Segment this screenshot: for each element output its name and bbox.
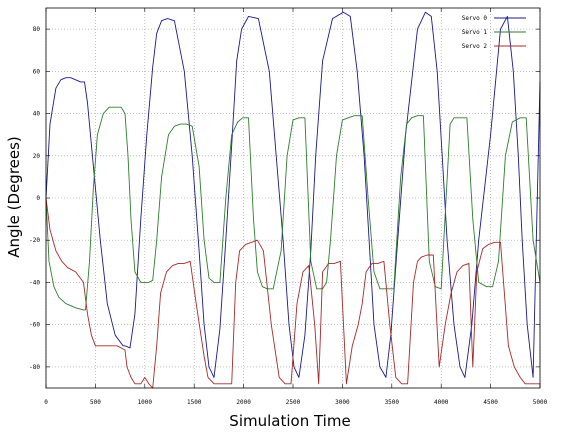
y-tick-label: 80 [33, 26, 41, 33]
tick-marks [45, 8, 541, 388]
x-tick-labels: 0 500 1000 1500 2000 2500 3000 3500 4000 4500 5000 [44, 399, 547, 406]
x-tick-label: 2500 [286, 399, 301, 406]
legend: Servo 0 Servo 1 Servo 2 [462, 15, 526, 50]
x-tick-label: 4000 [434, 399, 449, 406]
y-tick-label: -60 [29, 322, 40, 329]
y-tick-label: -80 [29, 364, 40, 371]
series-line-servo-0 [45, 11, 541, 378]
x-axis-label: Simulation Time [229, 412, 350, 430]
legend-label-servo-0: Servo 0 [462, 15, 488, 22]
series-lines [45, 11, 541, 389]
x-tick-label: 1500 [187, 399, 202, 406]
x-tick-label: 3500 [385, 399, 400, 406]
x-tick-label: 0 [44, 399, 48, 406]
y-tick-labels: -80 -60 -40 -20 0 20 40 60 80 [29, 26, 40, 371]
x-tick-label: 1000 [138, 399, 153, 406]
y-tick-label: -20 [29, 237, 40, 244]
series-line-servo-2 [45, 197, 540, 389]
y-tick-label: 0 [36, 195, 40, 202]
x-tick-label: 3000 [335, 399, 350, 406]
legend-label-servo-1: Servo 1 [462, 29, 488, 36]
y-tick-label: 20 [33, 153, 41, 160]
y-tick-label: -40 [29, 279, 40, 286]
x-tick-label: 4500 [483, 399, 498, 406]
series-line-servo-1 [45, 106, 541, 311]
x-tick-label: 2000 [236, 399, 251, 406]
x-tick-label: 500 [90, 399, 101, 406]
y-tick-label: 60 [33, 68, 41, 75]
legend-label-servo-2: Servo 2 [462, 43, 488, 50]
y-tick-label: 40 [33, 111, 41, 118]
y-axis-label: Angle (Degrees) [5, 136, 23, 258]
x-tick-label: 5000 [533, 399, 548, 406]
